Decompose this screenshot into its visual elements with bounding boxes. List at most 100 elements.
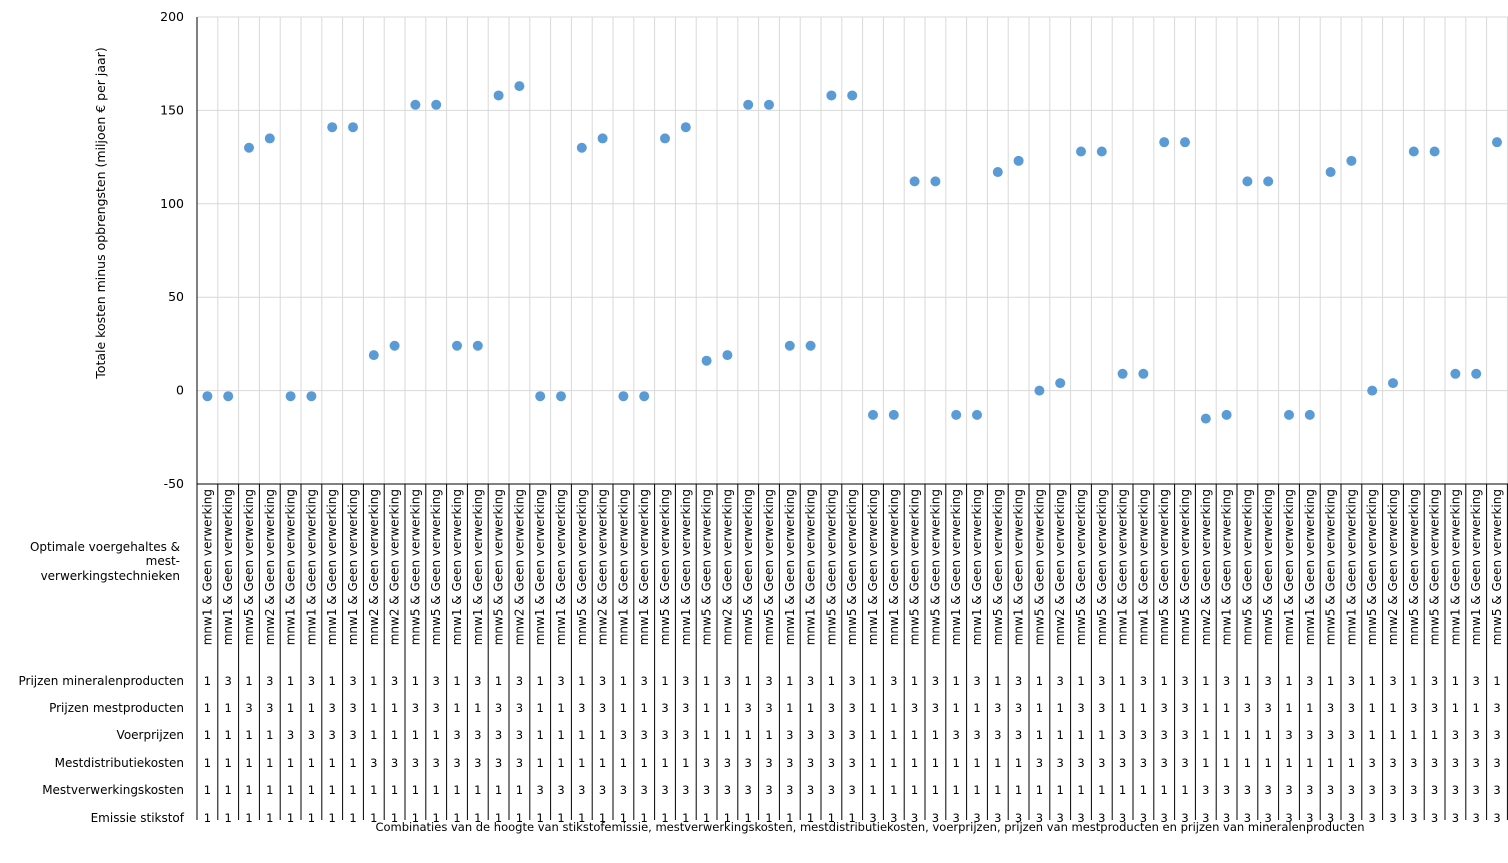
row-value: 3	[828, 701, 835, 715]
category-label: mnw5 & Geen verwerking	[1324, 489, 1338, 645]
data-point	[327, 122, 338, 133]
row-value: 1	[287, 811, 294, 825]
row-value: 3	[557, 783, 564, 797]
row-value: 1	[932, 728, 939, 742]
row-value: 3	[807, 728, 814, 742]
row-value: 3	[765, 783, 772, 797]
category-label: mnw5 & Geen verwerking	[741, 489, 755, 645]
y-tick-label: 50	[168, 289, 184, 304]
row-value: 1	[953, 701, 960, 715]
category-label: mnw1 & Geen verwerking	[679, 489, 693, 645]
row-value: 1	[682, 756, 689, 770]
row-value: 3	[682, 728, 689, 742]
row-value: 3	[994, 701, 1001, 715]
data-point	[1284, 409, 1294, 420]
row-value: 3	[1265, 811, 1272, 825]
data-point	[244, 142, 254, 153]
row-value: 3	[1265, 701, 1272, 715]
data-point	[909, 176, 920, 187]
data-point	[1096, 146, 1107, 157]
row-value: 1	[745, 728, 752, 742]
data-point	[1388, 378, 1398, 389]
row-value: 3	[433, 756, 440, 770]
data-point	[348, 122, 358, 133]
y-tick-label: -50	[164, 476, 184, 491]
row-value: 1	[973, 701, 980, 715]
row-value: 3	[349, 674, 356, 688]
row-value: 1	[578, 728, 585, 742]
row-value: 1	[1452, 701, 1459, 715]
row-value: 3	[474, 728, 481, 742]
row-value: 3	[973, 811, 980, 825]
row-value: 3	[973, 674, 980, 688]
row-value: 1	[329, 674, 336, 688]
row-value: 3	[1389, 783, 1396, 797]
row-value: 3	[1473, 674, 1480, 688]
category-label: mnw1 & Geen verwerking	[304, 489, 318, 645]
data-point	[1034, 385, 1045, 396]
row-value: 1	[245, 674, 252, 688]
data-point	[784, 340, 795, 351]
row-value: 1	[1369, 728, 1376, 742]
row-value: 1	[682, 811, 689, 825]
row-value: 3	[682, 674, 689, 688]
data-point	[1117, 368, 1128, 379]
row-label: Mestdistributiekosten	[55, 756, 184, 770]
row-value: 1	[1140, 701, 1147, 715]
row-value: 3	[849, 728, 856, 742]
row-value: 1	[932, 756, 939, 770]
row-value: 3	[1265, 783, 1272, 797]
category-label: mnw5 & Geen verwerking	[1407, 489, 1421, 645]
category-label: mnw5 & Geen verwerking	[408, 489, 422, 645]
data-point	[1263, 176, 1274, 187]
data-point	[826, 90, 837, 101]
row-value: 1	[1098, 728, 1105, 742]
row-value: 1	[308, 756, 315, 770]
row-value: 3	[1077, 701, 1084, 715]
row-value: 3	[474, 674, 481, 688]
row-value: 3	[1140, 674, 1147, 688]
row-value: 1	[765, 728, 772, 742]
category-label: mnw5 & Geen verwerking	[1365, 489, 1379, 645]
row-value: 1	[537, 811, 544, 825]
row-value: 3	[1015, 811, 1022, 825]
row-value: 1	[703, 728, 710, 742]
row-value: 1	[204, 674, 211, 688]
row-value: 1	[849, 811, 856, 825]
data-point	[1471, 368, 1482, 379]
data-point	[639, 391, 650, 402]
row-value: 3	[1161, 811, 1168, 825]
row-value: 1	[204, 728, 211, 742]
row-value: 1	[453, 811, 460, 825]
row-value: 1	[620, 756, 627, 770]
row-value: 3	[1244, 783, 1251, 797]
row-value: 1	[370, 701, 377, 715]
data-point	[597, 133, 608, 144]
category-label: mnw1 & Geen verwerking	[887, 489, 901, 645]
row-value: 1	[1244, 756, 1251, 770]
row-value: 1	[1140, 783, 1147, 797]
row-value: 3	[329, 701, 336, 715]
row-value: 1	[1119, 783, 1126, 797]
row-value: 3	[807, 674, 814, 688]
row-value: 3	[1015, 674, 1022, 688]
row-value: 3	[1431, 756, 1438, 770]
category-label: mnw1 & Geen verwerking	[1220, 489, 1234, 645]
row-value: 1	[745, 674, 752, 688]
row-value: 1	[1057, 783, 1064, 797]
row-value: 1	[266, 728, 273, 742]
row-value: 3	[1431, 701, 1438, 715]
data-point	[764, 99, 774, 110]
row-value: 1	[433, 811, 440, 825]
row-value: 3	[1223, 783, 1230, 797]
row-value: 1	[973, 783, 980, 797]
row-value: 3	[765, 674, 772, 688]
data-point	[1013, 155, 1024, 166]
category-label: mnw2 & Geen verwerking	[1199, 489, 1213, 645]
row-value: 3	[745, 756, 752, 770]
row-value: 3	[537, 783, 544, 797]
row-value: 3	[1098, 674, 1105, 688]
row-value: 1	[1265, 756, 1272, 770]
data-point	[1492, 137, 1502, 148]
